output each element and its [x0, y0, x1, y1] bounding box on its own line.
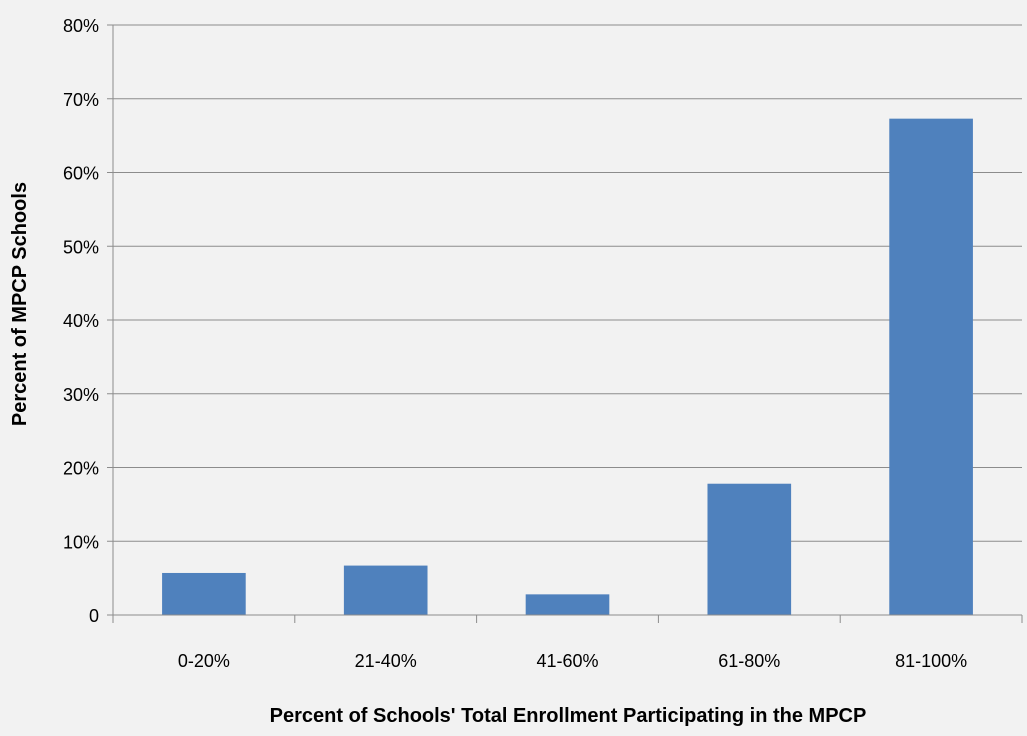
bar-0-20% [162, 572, 246, 615]
y-tick-label: 10% [63, 532, 99, 552]
y-tick-label: 80% [63, 16, 99, 36]
y-tick-label: 40% [63, 311, 99, 331]
x-axis-title: Percent of Schools' Total Enrollment Par… [270, 705, 867, 727]
x-tick-label: 0-20% [178, 651, 230, 671]
bar-81-100% [889, 118, 973, 615]
y-tick-label: 30% [63, 385, 99, 405]
bar-21-40% [343, 565, 428, 615]
x-tick-label: 41-60% [536, 651, 598, 671]
x-tick-label: 61-80% [718, 651, 780, 671]
y-axis-title: Percent of MPCP Schools [9, 182, 31, 426]
y-tick-label: 70% [63, 90, 99, 110]
bar-61-80% [707, 483, 792, 615]
bars [162, 118, 973, 615]
x-tick-label: 21-40% [355, 651, 417, 671]
axes [107, 24, 1023, 623]
bar-41-60% [525, 594, 610, 615]
y-tick-label: 60% [63, 164, 99, 184]
grid-lines [113, 24, 1022, 542]
y-tick-label: 20% [63, 459, 99, 479]
y-tick-label: 50% [63, 237, 99, 257]
y-tick-label: 0 [89, 606, 99, 626]
x-tick-label: 81-100% [895, 651, 967, 671]
tick-labels: 0 10% 20% 30% 40% 50% 60% 70% 80% 0-20% 21-40% 41-6… [63, 16, 967, 671]
